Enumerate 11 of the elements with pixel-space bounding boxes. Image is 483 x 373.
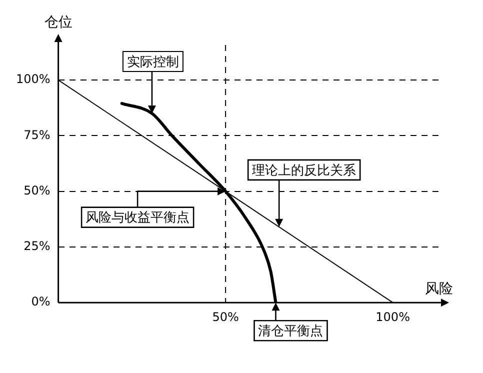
annotation: 实际控制: [126, 54, 179, 70]
y-axis-title: 仓位: [44, 14, 72, 31]
annotation: 风险与收益平衡点: [86, 210, 190, 226]
y-tick-label: 50%: [24, 183, 50, 198]
y-tick-label: 75%: [24, 128, 50, 142]
annotation: 清仓平衡点: [258, 324, 324, 339]
y-tick-label: 100%: [16, 72, 50, 86]
annotation: 理论上的反比关系: [252, 163, 356, 178]
x-axis-title: 风险: [425, 281, 453, 298]
y-tick-label: 25%: [24, 239, 50, 254]
y-tick-label: 0%: [31, 294, 50, 309]
